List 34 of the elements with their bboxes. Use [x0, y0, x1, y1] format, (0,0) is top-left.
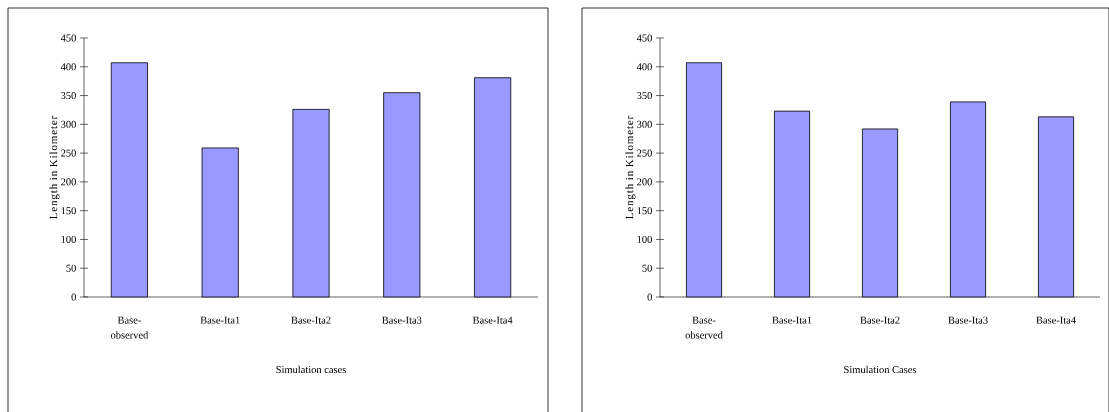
y-tick-label: 50: [642, 264, 652, 272]
y-tick-label: 0: [647, 293, 652, 301]
y-tick-label: 150: [637, 207, 652, 215]
y-tick-label: 350: [637, 92, 652, 100]
y-tick-label: 450: [60, 34, 76, 42]
y-tick-label: 250: [637, 149, 652, 157]
y-tick-label: 150: [61, 207, 76, 215]
y-tick-label: 50: [66, 264, 76, 272]
y-tick-label: 300: [61, 120, 76, 128]
y-tick-label: 100: [637, 235, 652, 243]
x-tick-label: Base-Ita4: [1036, 316, 1076, 324]
y-tick-label: 400: [60, 63, 76, 71]
x-tick-label: Base-Ita1: [772, 316, 812, 324]
y-tick-label: 350: [61, 92, 76, 100]
x-axis-title: Simulation Cases: [844, 365, 917, 374]
y-tick-label: 400: [636, 63, 652, 71]
x-tick-label: Base-Ita1: [200, 316, 240, 324]
y-tick-label: 100: [61, 235, 76, 243]
x-tick-label: Base-Ita2: [860, 316, 900, 324]
x-tick-label: Base-observed: [685, 316, 723, 339]
y-tick-label: 200: [61, 178, 76, 186]
x-axis-title: Simulation cases: [276, 365, 346, 374]
x-tick-label: Base-Ita3: [382, 316, 422, 324]
y-tick-label: 250: [61, 149, 76, 157]
y-axis-title: Length in Kilometer: [49, 115, 60, 219]
x-tick-label: Base-observed: [110, 316, 149, 339]
y-tick-label: 0: [71, 293, 76, 301]
x-tick-label: Base-Ita2: [291, 316, 331, 324]
x-tick-label: Base-Ita3: [948, 316, 988, 324]
y-tick-label: 300: [637, 120, 652, 128]
y-axis-title: Length in Kilometer: [625, 115, 636, 219]
y-tick-label: 200: [637, 178, 652, 186]
x-tick-label: Base-Ita4: [472, 316, 513, 324]
y-tick-label: 450: [636, 34, 652, 42]
